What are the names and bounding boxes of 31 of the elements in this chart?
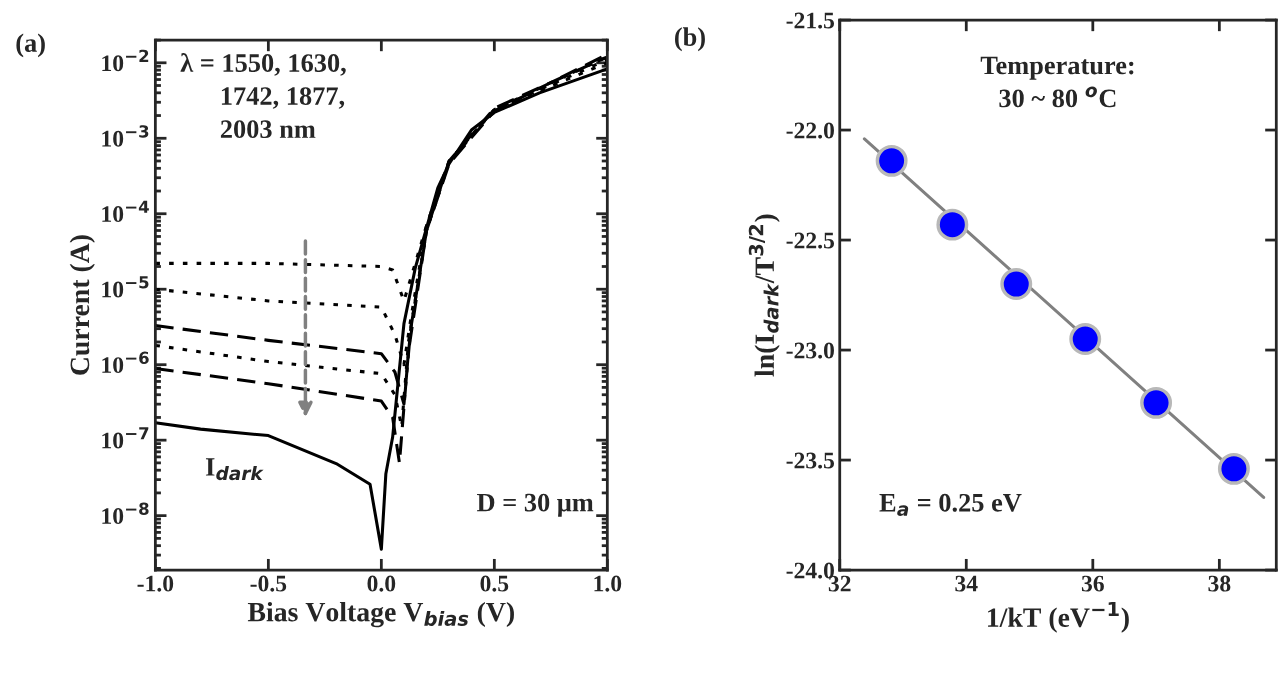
x-tick-label: 36 [1081,575,1104,592]
x-tick-label: 38 [1208,575,1231,592]
x-tick-label: 1.0 [594,575,622,592]
x-tick-label: -0.5 [250,575,287,592]
y-tick-label: 10$^{−7}$ [102,427,149,449]
y-tick-label: 10$^{−2}$ [102,49,149,72]
y-tick-label: 10$^{−3}$ [102,125,149,147]
y-tick-label: -21.5 [786,12,835,29]
annotation: Temperature: 30 ~ 80 $^{o}$C [980,56,1134,108]
x-tick-label: 34 [955,575,978,592]
x-tick-label: 0.5 [480,575,509,592]
x-axis-title: Bias Voltage V$_{bias}$ (V) [247,601,514,628]
annotation: E$_{a}$ = 0.25 eV [879,493,1022,516]
y-tick-label: -23.5 [786,452,835,469]
y-tick-label: -22.0 [786,122,834,139]
x-axis-title: 1/kT (eV$^{−1}$) [988,601,1129,633]
y-axis-title: Current (A) [69,235,95,375]
y-tick-label: -23.0 [786,342,834,359]
x-tick-label: 0.0 [367,575,396,592]
text: (b) [675,27,705,52]
y-tick-label: 10$^{−5}$ [102,276,149,298]
y-tick-label: -22.5 [786,232,835,249]
y-tick-label: 10$^{−6}$ [102,351,149,374]
annotation: D = 30 μm [477,493,594,517]
annotation: λ = 1550, 1630, 1742, 1877, 2003 nm [180,53,346,139]
y-tick-label: 10$^{−4}$ [102,200,149,223]
y-axis-title: ln(I$_{dark}$/T$^{3/2}$) [748,214,780,377]
x-tick-label: -1.0 [137,575,174,592]
y-tick-label: 10$^{−8}$ [102,502,149,525]
text: (a) [16,33,45,58]
annotation: I$_{dark}$ [205,458,264,481]
